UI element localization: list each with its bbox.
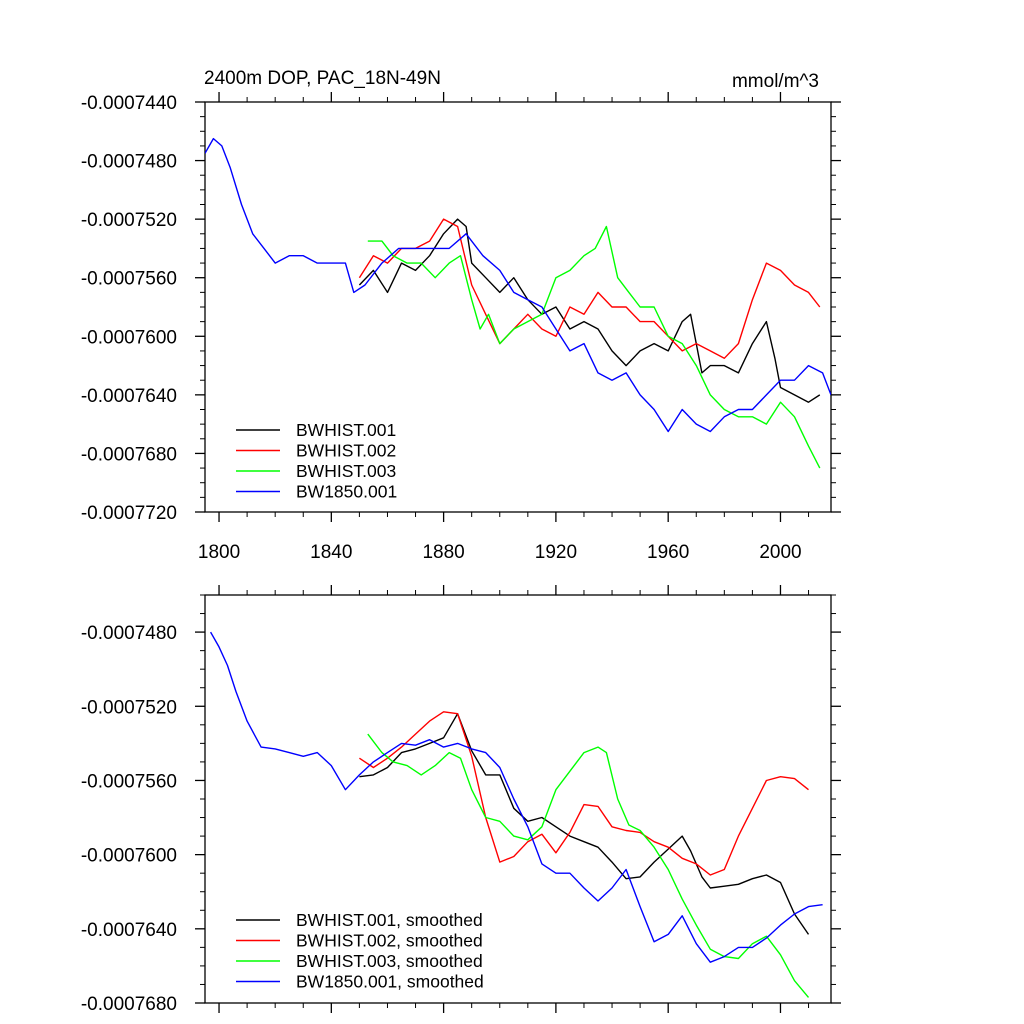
x-tick-label: 1800 [198, 542, 240, 563]
legend-label: BWHIST.001, smoothed [296, 910, 483, 930]
legend-label: BWHIST.002, smoothed [296, 931, 483, 951]
series-line-bw1850-001 [205, 137, 831, 433]
series-line-bw1850-001-smoothed [209, 631, 823, 963]
series-line-bwhist-003-smoothed [367, 733, 810, 998]
legend-label: BWHIST.002 [296, 441, 396, 461]
series-group [209, 631, 823, 998]
y-tick-label: -0.0007560 [81, 771, 177, 792]
y-tick-label: -0.0007680 [81, 994, 177, 1015]
y-tick-label: -0.0007520 [81, 210, 177, 231]
x-tick-label: 2000 [759, 542, 801, 563]
series-line-bwhist-002-smoothed [359, 711, 809, 876]
series-group [205, 137, 831, 469]
series-line-bwhist-001-smoothed [359, 713, 810, 935]
y-tick-label: -0.0007520 [81, 697, 177, 718]
legend-label: BWHIST.001 [296, 420, 396, 440]
x-tick-label: 1960 [647, 542, 689, 563]
x-tick-label: 1840 [310, 542, 352, 563]
series-line-bwhist-003 [367, 225, 821, 469]
top-panel: 1800 1840 1880 1920 1960 2000 -0.0007440 -0.000… [81, 92, 841, 563]
series-line-bwhist-001 [358, 218, 821, 403]
x-tick-label: 1920 [535, 542, 577, 563]
y-tick-label: -0.0007600 [81, 846, 177, 867]
legend-label: BW1850.001, smoothed [296, 972, 484, 992]
legend-label: BWHIST.003 [296, 461, 396, 481]
legend-label: BWHIST.003, smoothed [296, 951, 483, 971]
x-tick-label: 1880 [422, 542, 464, 563]
y-tick-label: -0.0007480 [81, 152, 177, 173]
y-tick-label: -0.0007480 [81, 623, 177, 644]
bottom-panel: -0.0007480 -0.0007520 -0.0007560 -0.0007600… [81, 585, 841, 1015]
chart-title: 2400m DOP, PAC_18N-49N [204, 68, 441, 89]
legend-label: BW1850.001 [296, 482, 397, 502]
y-tick-label: -0.0007440 [81, 93, 177, 114]
y-tick-label: -0.0007560 [81, 269, 177, 290]
y-tick-label: -0.0007680 [81, 444, 177, 465]
y-tick-label: -0.0007640 [81, 920, 177, 941]
y-tick-label: -0.0007600 [81, 327, 177, 348]
y-tick-label: -0.0007640 [81, 386, 177, 407]
series-line-bwhist-002 [358, 218, 821, 359]
y-tick-label: -0.0007720 [81, 503, 177, 524]
units-label: mmol/m^3 [732, 71, 819, 92]
